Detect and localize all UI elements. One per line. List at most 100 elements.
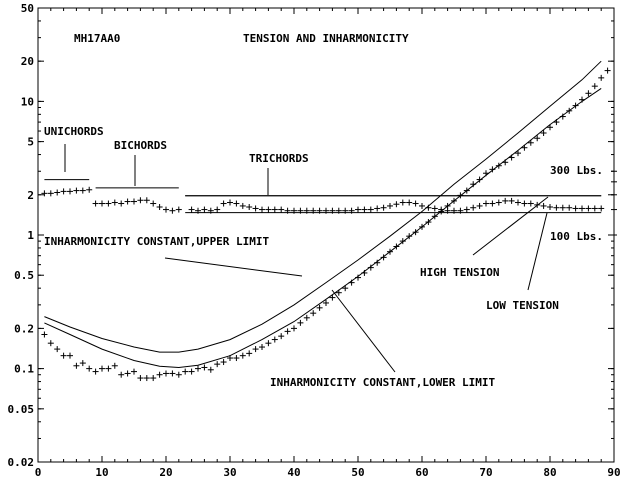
curves [44, 60, 602, 369]
data-point [335, 289, 342, 296]
data-point [73, 187, 80, 194]
data-point [483, 200, 489, 207]
data-point [598, 74, 605, 81]
data-point [60, 188, 67, 195]
x-tick-label: 60 [415, 466, 428, 479]
axis-ticks: 0.02 0.05 0.1 0.2 0.5 1 2 5 10 20 50 0 10 20 30 40 50 60 7… [8, 2, 621, 479]
data-point [67, 352, 73, 359]
data-point [303, 314, 310, 321]
high-tension-leader [472, 196, 549, 256]
y-tick-label: 0.05 [8, 403, 35, 416]
data-point [310, 310, 317, 317]
data-point [310, 207, 317, 214]
data-point [118, 200, 125, 207]
data-point [419, 202, 425, 209]
data-point [412, 200, 419, 207]
data-point [508, 197, 515, 204]
data-point [54, 189, 61, 196]
y-tick-label: 50 [21, 2, 34, 15]
data-point [585, 205, 592, 212]
data-point [265, 340, 272, 347]
data-point [380, 254, 387, 261]
data-point [105, 200, 112, 207]
y-tick-label: 0.5 [14, 269, 34, 282]
data-point [124, 370, 131, 377]
data-point [425, 219, 432, 226]
data-point [41, 190, 48, 197]
low-tension-label: LOW TENSION [486, 299, 559, 312]
data-point [131, 198, 137, 205]
x-tick-label: 90 [607, 466, 620, 479]
data-point [425, 204, 432, 211]
data-point [47, 190, 54, 197]
data-point [611, 178, 617, 185]
data-point [207, 207, 214, 214]
data-point [99, 200, 105, 207]
y-tick-label: 0.02 [8, 456, 35, 469]
data-point [227, 355, 233, 362]
x-tick-label: 40 [287, 466, 300, 479]
data-point [553, 119, 560, 126]
low-tension-leader [527, 212, 548, 291]
data-point [99, 365, 105, 372]
data-point [239, 202, 246, 209]
data-point [399, 238, 406, 245]
inharmonicity-upper-curve [44, 60, 602, 353]
data-point [355, 274, 361, 281]
data-point [374, 205, 381, 212]
data-point [175, 206, 182, 213]
lower-limit-label: INHARMONICITY CONSTANT,LOWER LIMIT [270, 376, 496, 389]
data-point [291, 207, 297, 214]
data-point [291, 325, 297, 332]
data-point [284, 207, 291, 214]
data-point [137, 197, 144, 204]
data-point [252, 346, 259, 353]
data-point [374, 259, 381, 266]
model-label: MH17AA0 [74, 32, 120, 45]
data-point [521, 200, 528, 207]
data-point [316, 207, 323, 214]
data-point [278, 206, 285, 213]
data-point [79, 187, 86, 194]
data-point [598, 205, 605, 212]
data-point [67, 188, 73, 195]
data-point [470, 181, 477, 188]
data-point [92, 200, 99, 207]
data-point [156, 204, 163, 211]
x-tick-label: 30 [223, 466, 236, 479]
data-point [438, 208, 445, 215]
x-tick-label: 10 [95, 466, 108, 479]
data-point [47, 340, 54, 347]
chart-title: TENSION AND INHARMONICITY [243, 32, 409, 45]
data-point [579, 205, 585, 212]
data-point [355, 206, 361, 213]
data-points [41, 67, 617, 382]
y-tick-label: 1 [27, 229, 34, 242]
data-point [367, 206, 374, 213]
data-point [431, 213, 438, 220]
y-tick-label: 2 [27, 189, 34, 202]
data-point [131, 368, 137, 375]
data-point [278, 333, 285, 340]
data-point [175, 371, 182, 378]
data-point [348, 207, 355, 214]
data-point [508, 154, 515, 161]
100-lbs-label: 100 Lbs. [550, 230, 603, 243]
data-point [591, 83, 598, 90]
y-tick-label: 10 [21, 95, 34, 108]
data-point [387, 248, 393, 255]
data-point [41, 331, 48, 338]
y-tick-label: 5 [27, 136, 34, 149]
data-point [188, 368, 195, 375]
bichords-label: BICHORDS [114, 139, 167, 152]
data-point [111, 199, 118, 206]
data-point [124, 198, 131, 205]
data-point [201, 206, 208, 213]
data-point [220, 359, 227, 366]
data-point [547, 124, 553, 131]
data-point [451, 207, 457, 214]
data-point [470, 204, 477, 211]
data-point [380, 204, 387, 211]
data-point [457, 192, 464, 199]
data-point [502, 159, 509, 166]
